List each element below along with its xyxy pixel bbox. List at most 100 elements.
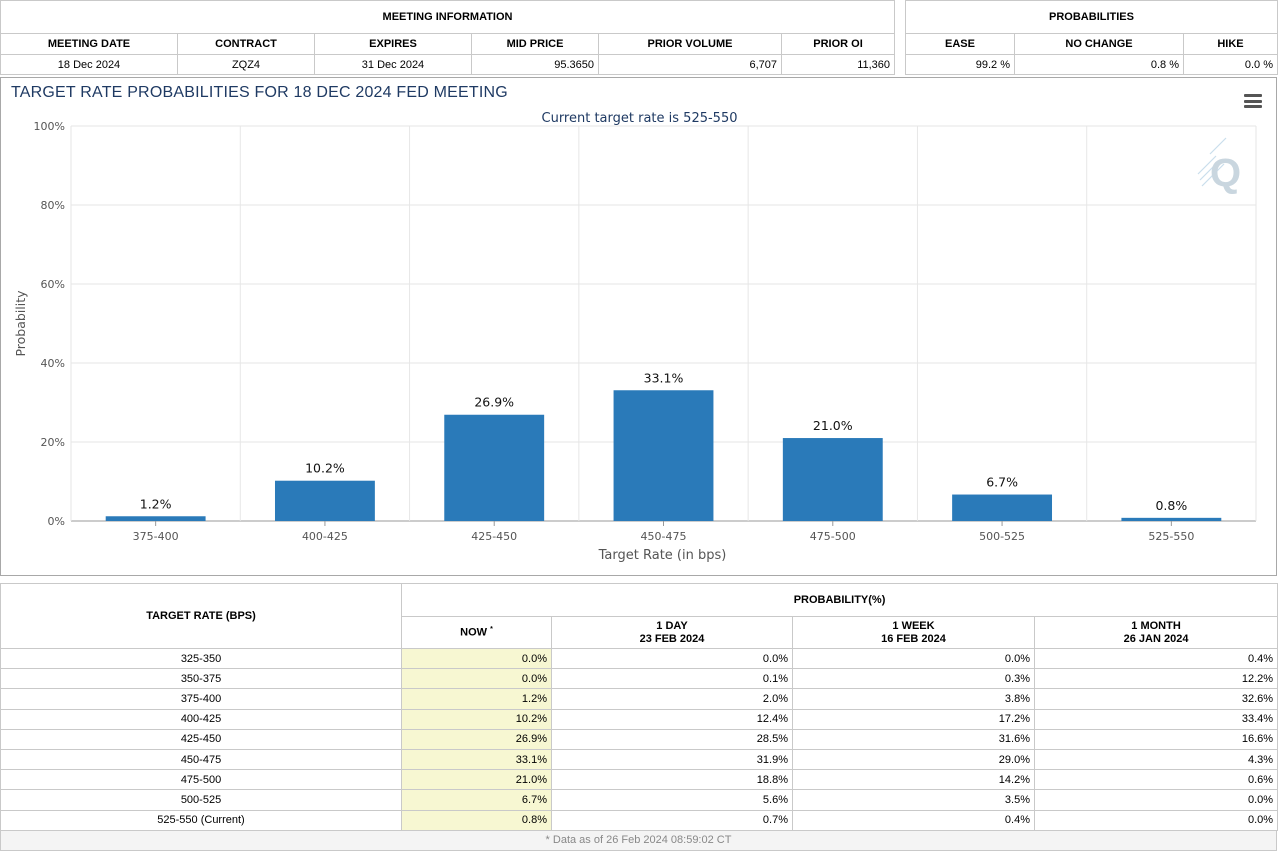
one-day-cell: 28.5% bbox=[551, 728, 793, 750]
bar-data-label: 0.8% bbox=[1155, 498, 1187, 513]
one-day-cell: 12.4% bbox=[551, 708, 793, 730]
meeting-information-title: MEETING INFORMATION bbox=[0, 0, 896, 34]
col-hike: HIKE bbox=[1182, 33, 1279, 55]
one-week-cell: 3.5% bbox=[792, 789, 1035, 811]
one-month-cell: 0.6% bbox=[1033, 769, 1279, 791]
one-week-cell: 3.8% bbox=[792, 688, 1035, 710]
one-week-cell: 17.2% bbox=[792, 708, 1035, 730]
contract-value: ZQZ4 bbox=[177, 54, 315, 75]
hike-value: 0.0 % bbox=[1182, 54, 1279, 75]
probability-table: TARGET RATE (BPS) PROBABILITY(%) NOW * 1… bbox=[0, 583, 1279, 851]
chart-title: TARGET RATE PROBABILITIES FOR 18 DEC 202… bbox=[11, 84, 508, 101]
chart-subtitle: Current target rate is 525-550 bbox=[542, 111, 738, 126]
col-ease: EASE bbox=[905, 33, 1015, 55]
one-week-cell: 0.0% bbox=[792, 647, 1035, 670]
q-logo-icon: Q bbox=[1197, 137, 1241, 195]
bar bbox=[444, 414, 545, 521]
one-month-cell: 12.2% bbox=[1033, 668, 1279, 690]
probabilities-table: PROBABILITIES EASE NO CHANGE HIKE 99.2 %… bbox=[904, 0, 1279, 75]
now-cell: 33.1% bbox=[401, 748, 552, 771]
svg-text:Q: Q bbox=[1210, 151, 1241, 195]
one-month-header: 1 MONTH 26 JAN 2024 bbox=[1033, 616, 1279, 649]
one-month-cell: 0.4% bbox=[1033, 647, 1279, 670]
one-day-cell: 0.0% bbox=[551, 647, 793, 670]
now-cell: 10.2% bbox=[401, 708, 552, 730]
one-day-cell: 2.0% bbox=[551, 688, 793, 710]
x-tick-label: 525-550 bbox=[1148, 530, 1194, 543]
x-axis-label: Target Rate (in bps) bbox=[598, 548, 727, 563]
one-day-cell: 0.1% bbox=[551, 668, 793, 690]
table-row: 450-475 33.1% 31.9% 29.0% 4.3% bbox=[0, 748, 1279, 771]
now-cell: 0.0% bbox=[401, 668, 552, 690]
col-contract: CONTRACT bbox=[177, 33, 315, 55]
bar-data-label: 26.9% bbox=[474, 395, 514, 410]
y-tick-label: 80% bbox=[41, 199, 65, 212]
one-day-cell: 18.8% bbox=[551, 769, 793, 791]
chart-panel: 0% 20% 40% 60% 80% 100% 1.2% 375-400 10.2% 400-42… bbox=[0, 77, 1277, 576]
rate-cell: 375-400 bbox=[0, 688, 402, 710]
now-cell: 6.7% bbox=[401, 789, 552, 811]
table-row: 500-525 6.7% 5.6% 3.5% 0.0% bbox=[0, 789, 1279, 811]
meeting-date-value: 18 Dec 2024 bbox=[0, 54, 178, 75]
data-timestamp-note: * Data as of 26 Feb 2024 08:59:02 CT bbox=[0, 830, 1277, 851]
rate-cell: 350-375 bbox=[0, 668, 402, 690]
one-day-header: 1 DAY 23 FEB 2024 bbox=[551, 616, 793, 649]
bar bbox=[274, 480, 375, 521]
col-prior-oi: PRIOR OI bbox=[780, 33, 896, 55]
meeting-information-table: MEETING INFORMATION MEETING DATE CONTRAC… bbox=[0, 0, 896, 75]
rate-cell: 325-350 bbox=[0, 647, 402, 670]
x-tick-label: 375-400 bbox=[133, 530, 179, 543]
target-rate-header: TARGET RATE (BPS) bbox=[0, 583, 402, 649]
col-meeting-date: MEETING DATE bbox=[0, 33, 178, 55]
one-month-cell: 16.6% bbox=[1033, 728, 1279, 750]
bar bbox=[105, 516, 206, 521]
one-month-cell: 33.4% bbox=[1033, 708, 1279, 730]
y-tick-label: 40% bbox=[41, 357, 65, 370]
bar-data-label: 10.2% bbox=[305, 461, 345, 476]
bar bbox=[1121, 517, 1222, 521]
target-rate-bar-chart: 0% 20% 40% 60% 80% 100% 1.2% 375-400 10.2% 400-42… bbox=[13, 111, 1257, 563]
col-mid-price: MID PRICE bbox=[471, 33, 599, 55]
rate-cell: 425-450 bbox=[0, 728, 402, 750]
bar-data-label: 33.1% bbox=[644, 370, 684, 385]
now-cell: 1.2% bbox=[401, 688, 552, 710]
col-expires: EXPIRES bbox=[314, 33, 472, 55]
bar-data-label: 1.2% bbox=[140, 496, 172, 511]
table-row: 525-550 (Current) 0.8% 0.7% 0.4% 0.0% bbox=[0, 809, 1279, 831]
prior-oi-value: 11,360 bbox=[780, 54, 896, 75]
now-cell: 0.8% bbox=[401, 809, 552, 831]
rate-cell: 475-500 bbox=[0, 769, 402, 791]
one-week-header: 1 WEEK 16 FEB 2024 bbox=[792, 616, 1035, 649]
one-month-cell: 32.6% bbox=[1033, 688, 1279, 710]
y-tick-label: 0% bbox=[48, 515, 65, 528]
one-month-cell: 0.0% bbox=[1033, 789, 1279, 811]
ease-value: 99.2 % bbox=[905, 54, 1015, 75]
rate-cell: 450-475 bbox=[0, 748, 402, 771]
table-row: 475-500 21.0% 18.8% 14.2% 0.6% bbox=[0, 769, 1279, 791]
one-day-cell: 0.7% bbox=[551, 809, 793, 831]
hamburger-menu-icon[interactable] bbox=[1244, 94, 1262, 108]
table-row: 400-425 10.2% 12.4% 17.2% 33.4% bbox=[0, 708, 1279, 730]
rate-cell: 525-550 (Current) bbox=[0, 809, 402, 831]
x-tick-label: 475-500 bbox=[810, 530, 856, 543]
x-tick-label: 400-425 bbox=[302, 530, 348, 543]
prior-volume-value: 6,707 bbox=[598, 54, 782, 75]
now-cell: 26.9% bbox=[401, 728, 552, 750]
rate-cell: 500-525 bbox=[0, 789, 402, 811]
x-tick-label: 425-450 bbox=[471, 530, 517, 543]
probabilities-title: PROBABILITIES bbox=[904, 0, 1279, 34]
bar-data-label: 6.7% bbox=[986, 475, 1018, 490]
now-cell: 21.0% bbox=[401, 769, 552, 791]
one-week-cell: 0.4% bbox=[792, 809, 1035, 831]
probability-header: PROBABILITY(%) bbox=[400, 583, 1279, 617]
now-cell: 0.0% bbox=[401, 647, 552, 670]
y-axis-label: Probability bbox=[13, 290, 28, 357]
table-row: 350-375 0.0% 0.1% 0.3% 12.2% bbox=[0, 668, 1279, 690]
bar bbox=[613, 390, 714, 521]
table-row: 325-350 0.0% 0.0% 0.0% 0.4% bbox=[0, 647, 1279, 670]
one-day-cell: 5.6% bbox=[551, 789, 793, 811]
expires-value: 31 Dec 2024 bbox=[314, 54, 472, 75]
col-no-change: NO CHANGE bbox=[1014, 33, 1184, 55]
table-row: 425-450 26.9% 28.5% 31.6% 16.6% bbox=[0, 728, 1279, 750]
one-month-cell: 0.0% bbox=[1033, 809, 1279, 831]
